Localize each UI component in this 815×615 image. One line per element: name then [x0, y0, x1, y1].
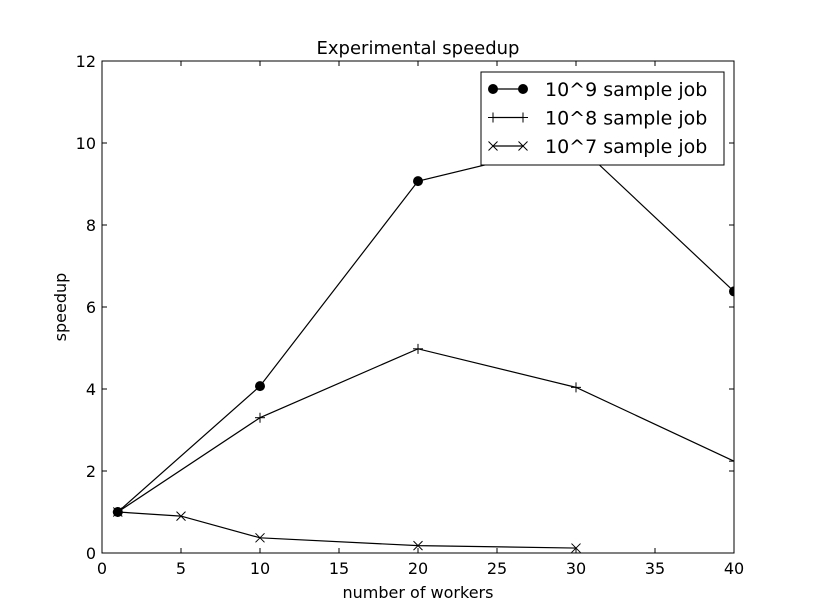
data-point-2 [255, 412, 265, 423]
x-tick-label: 0 [97, 559, 107, 578]
x-marker-b [112, 507, 123, 517]
legend-marker [518, 141, 528, 151]
legend-marker [518, 84, 528, 94]
data-point-3 [112, 507, 123, 517]
x-tick-label: 10 [250, 559, 270, 578]
x-tick-label: 35 [645, 559, 665, 578]
x-tick-label: 5 [176, 559, 186, 578]
legend-marker [488, 112, 498, 123]
y-axis-label: speedup [51, 273, 70, 342]
y-tick-label: 4 [86, 380, 96, 399]
data-point-1 [255, 381, 265, 392]
axis-ticks: 0 5 10 15 20 25 30 35 40 0 2 4 6 8 10 12 [76, 52, 745, 578]
legend-item-1: 10^9 sample job [488, 79, 707, 101]
series-2 [112, 343, 734, 517]
data-point-3 [255, 532, 265, 543]
series-layer [112, 138, 734, 553]
y-tick-label: 8 [86, 216, 96, 235]
legend-label: 10^8 sample job [545, 108, 707, 130]
data-point-1 [729, 286, 734, 297]
data-point-2 [571, 382, 581, 393]
data-point-2 [729, 456, 734, 467]
x-tick-label: 15 [329, 559, 349, 578]
y-tick-label: 0 [86, 544, 96, 563]
data-point-2 [413, 343, 423, 354]
y-tick-label: 2 [86, 462, 96, 481]
data-point-3 [413, 540, 423, 551]
plot-frame [101, 60, 735, 554]
series-3 [112, 507, 581, 553]
legend-item-2: 10^8 sample job [488, 108, 707, 130]
x-marker-b [255, 532, 265, 543]
x-tick-label: 30 [566, 559, 586, 578]
series-line-1 [117, 142, 734, 513]
legend-label: 10^9 sample job [545, 79, 707, 101]
series-1 [112, 138, 734, 517]
y-tick-label: 10 [76, 134, 96, 153]
legend-marker [488, 84, 498, 94]
legend: 10^9 sample job 10^8 sample job 10^7 sampl… [480, 71, 725, 166]
chart-title: Experimental speedup [317, 38, 520, 59]
legend-marker [488, 141, 498, 151]
x-marker-b [518, 141, 528, 151]
y-tick-label: 12 [76, 52, 96, 71]
y-tick-label: 6 [86, 298, 96, 317]
x-tick-label: 25 [487, 559, 507, 578]
series-line-3 [117, 511, 577, 549]
legend-marker [518, 112, 528, 123]
x-marker-b [571, 543, 581, 553]
legend-item-3: 10^7 sample job [488, 136, 707, 158]
data-point-1 [413, 176, 423, 187]
x-axis-label: number of workers [343, 583, 494, 602]
x-tick-label: 20 [408, 559, 428, 578]
legend-label: 10^7 sample job [545, 136, 707, 158]
x-marker-b [176, 511, 186, 521]
data-point-3 [176, 511, 186, 521]
x-tick-label: 40 [724, 559, 744, 578]
data-point-3 [571, 543, 581, 553]
x-marker-b [413, 540, 423, 551]
x-marker-b [488, 141, 498, 151]
